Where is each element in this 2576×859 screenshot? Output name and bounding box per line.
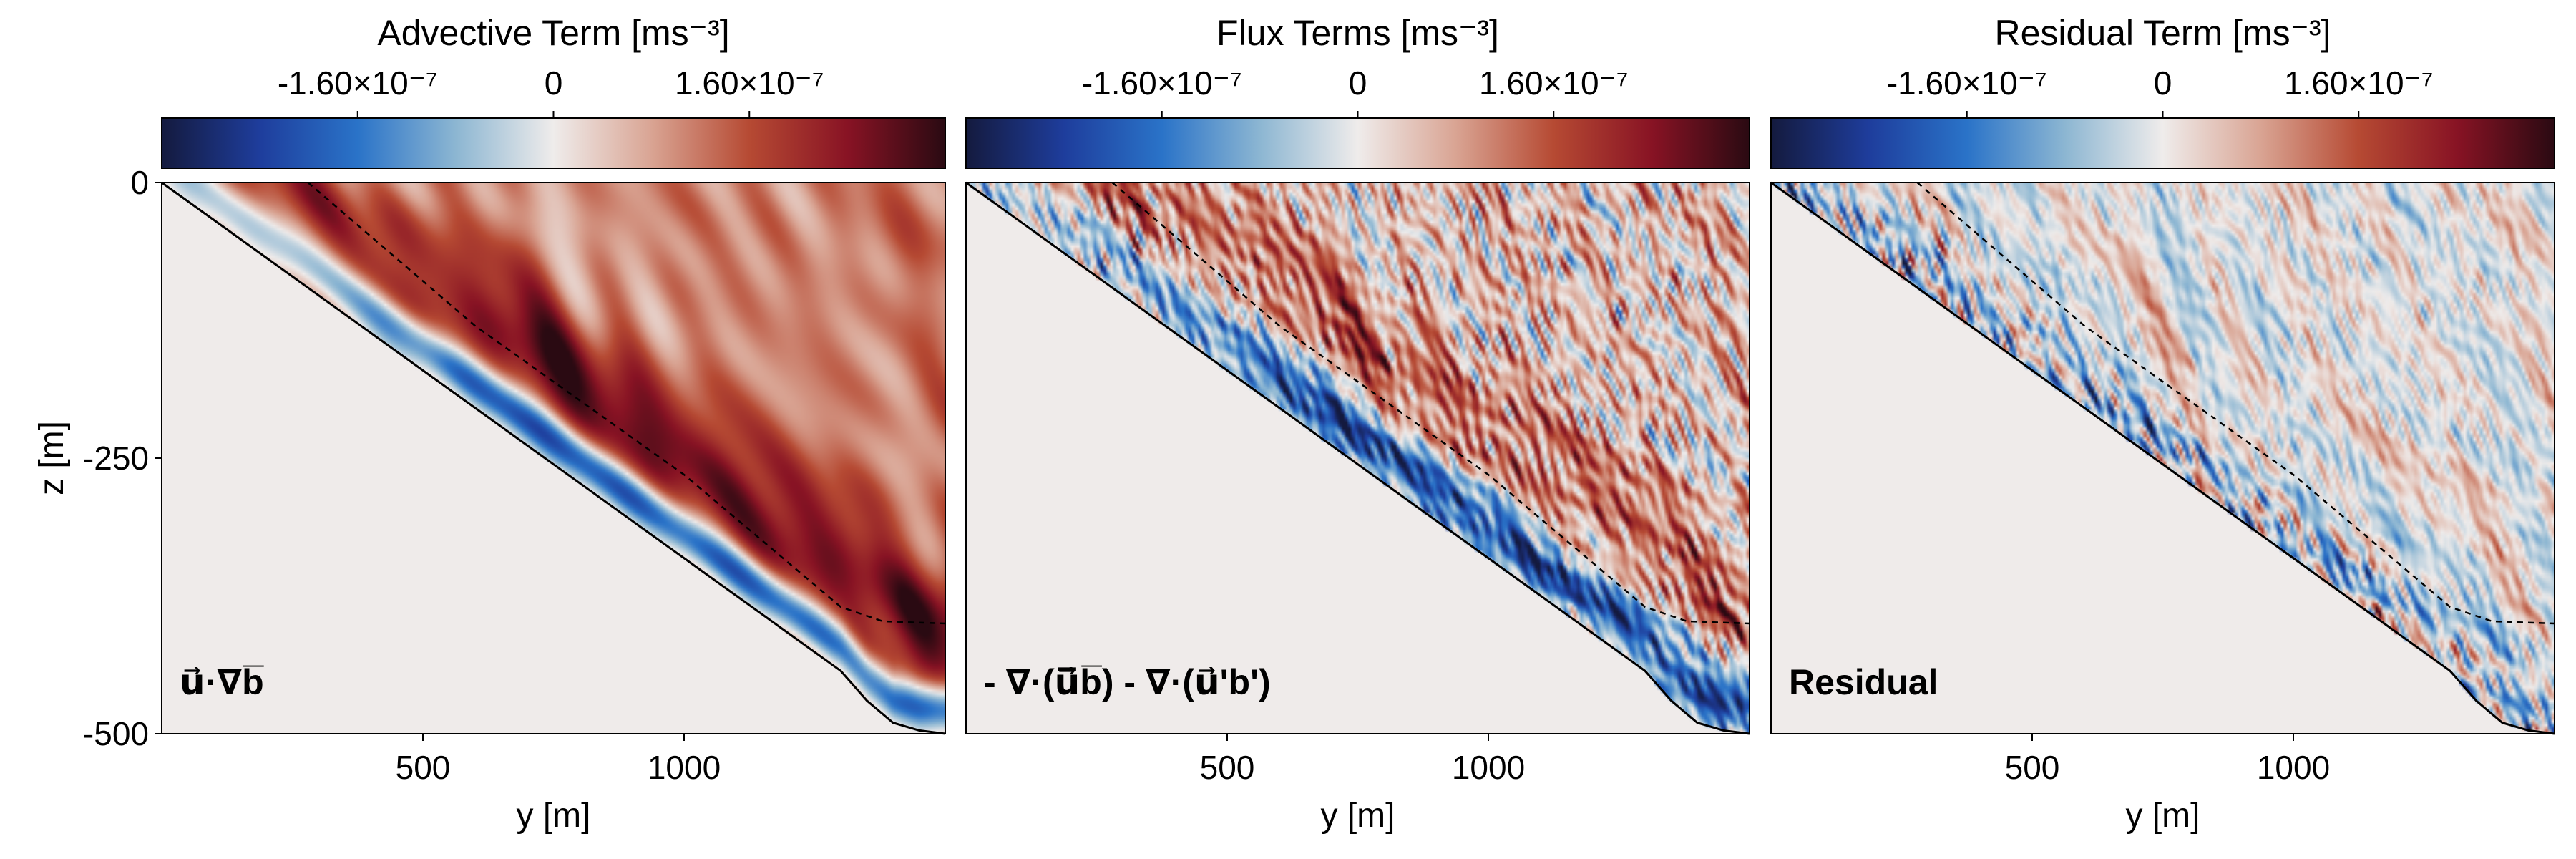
x-tick-label: 1000 bbox=[2257, 749, 2330, 786]
colorbar-tick-label: -1.60×10⁻⁷ bbox=[1887, 64, 2047, 102]
colorbar-tick-label: 0 bbox=[2154, 64, 2172, 102]
colorbar-tick-label: 0 bbox=[1349, 64, 1367, 102]
slope-bottom-line bbox=[965, 181, 1750, 735]
heatmap-field bbox=[1771, 183, 2555, 734]
y-tick-label: -250 bbox=[83, 440, 149, 477]
panel-3: Residual Term [ms⁻³] -1.60×10⁻⁷ 0 1.60×10⁻⁷… bbox=[1770, 13, 2555, 835]
slope-bottom-line bbox=[161, 181, 946, 735]
x-axis-label: y [m] bbox=[517, 797, 591, 835]
x-tick-label: 500 bbox=[2005, 749, 2060, 786]
x-tick-label: 500 bbox=[1200, 749, 1255, 786]
panel-label: Residual bbox=[1789, 662, 1938, 702]
dashed-isopycnal-line bbox=[307, 182, 946, 625]
x-axis-label: y [m] bbox=[1321, 797, 1395, 835]
y-tick-label: 0 bbox=[130, 164, 149, 201]
colorbar-tick-label: 1.60×10⁻⁷ bbox=[675, 64, 824, 102]
slope-bottom-line bbox=[1770, 181, 2555, 735]
heatmap-field bbox=[966, 183, 1750, 734]
x-tick-label: 1000 bbox=[648, 749, 721, 786]
panel-label: u⃗·∇b̅ bbox=[180, 662, 265, 702]
heatmap-field bbox=[162, 183, 945, 734]
colorbar-tick-label: -1.60×10⁻⁷ bbox=[1082, 64, 1242, 102]
axes-frame bbox=[1770, 182, 2555, 734]
panel-1: Advective Term [ms⁻³] -1.60×10⁻⁷ 0 1.60×10⁻… bbox=[33, 13, 946, 835]
panel-title: Residual Term [ms⁻³] bbox=[1994, 13, 2331, 53]
colorbar-tick-label: 1.60×10⁻⁷ bbox=[1479, 64, 1628, 102]
colorbar-tick-label: -1.60×10⁻⁷ bbox=[278, 64, 438, 102]
panel-title: Advective Term [ms⁻³] bbox=[377, 13, 729, 53]
dashed-isopycnal-line bbox=[1111, 182, 1750, 625]
panel-label: - ∇·(u⃗̅b̅) - ∇·(u⃗'b') bbox=[984, 662, 1271, 702]
y-tick-label: -500 bbox=[83, 715, 149, 752]
colorbar-tick-label: 1.60×10⁻⁷ bbox=[2284, 64, 2433, 102]
colorbar bbox=[965, 117, 1750, 169]
x-tick-label: 500 bbox=[396, 749, 451, 786]
axes-frame bbox=[965, 182, 1750, 734]
colorbar-tick-label: 0 bbox=[545, 64, 563, 102]
colorbar bbox=[1770, 117, 2555, 169]
colorbar bbox=[161, 117, 946, 169]
x-axis-label: y [m] bbox=[2126, 797, 2200, 835]
panel-title: Flux Terms [ms⁻³] bbox=[1216, 13, 1499, 53]
x-tick-label: 1000 bbox=[1452, 749, 1525, 786]
dashed-isopycnal-line bbox=[1916, 182, 2555, 625]
panel-2: Flux Terms [ms⁻³] -1.60×10⁻⁷ 0 1.60×10⁻⁷ 500… bbox=[965, 13, 1750, 835]
y-axis-label: z [m] bbox=[33, 421, 71, 495]
